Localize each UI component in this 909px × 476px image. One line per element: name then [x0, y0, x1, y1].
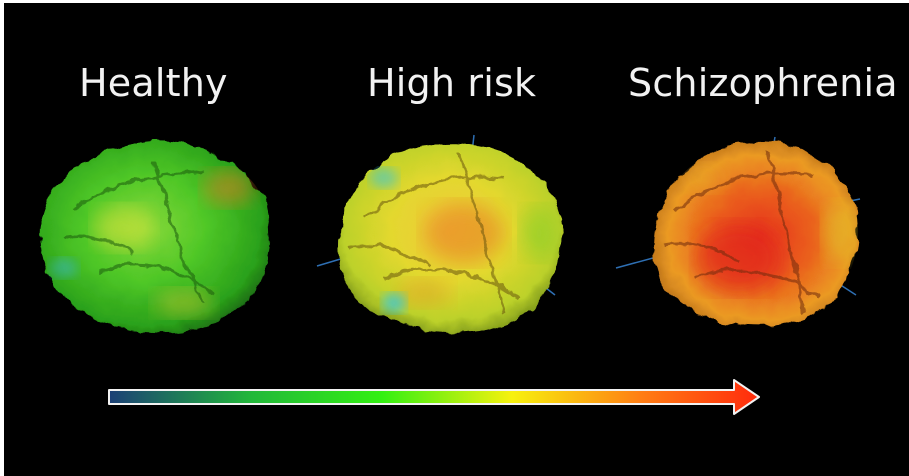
brain-renderings — [40, 134, 861, 334]
gradient-arrow-icon — [108, 379, 760, 415]
brain-healthy-icon — [40, 140, 271, 334]
brain-comparison-panel: Healthy High risk Schizophrenia — [4, 3, 909, 476]
brain-high-risk-icon — [316, 134, 562, 333]
label-healthy: Healthy — [79, 61, 228, 105]
label-schizophrenia: Schizophrenia — [628, 61, 898, 105]
label-high-risk: High risk — [367, 61, 537, 105]
brain-schizophrenia-icon — [615, 136, 861, 326]
